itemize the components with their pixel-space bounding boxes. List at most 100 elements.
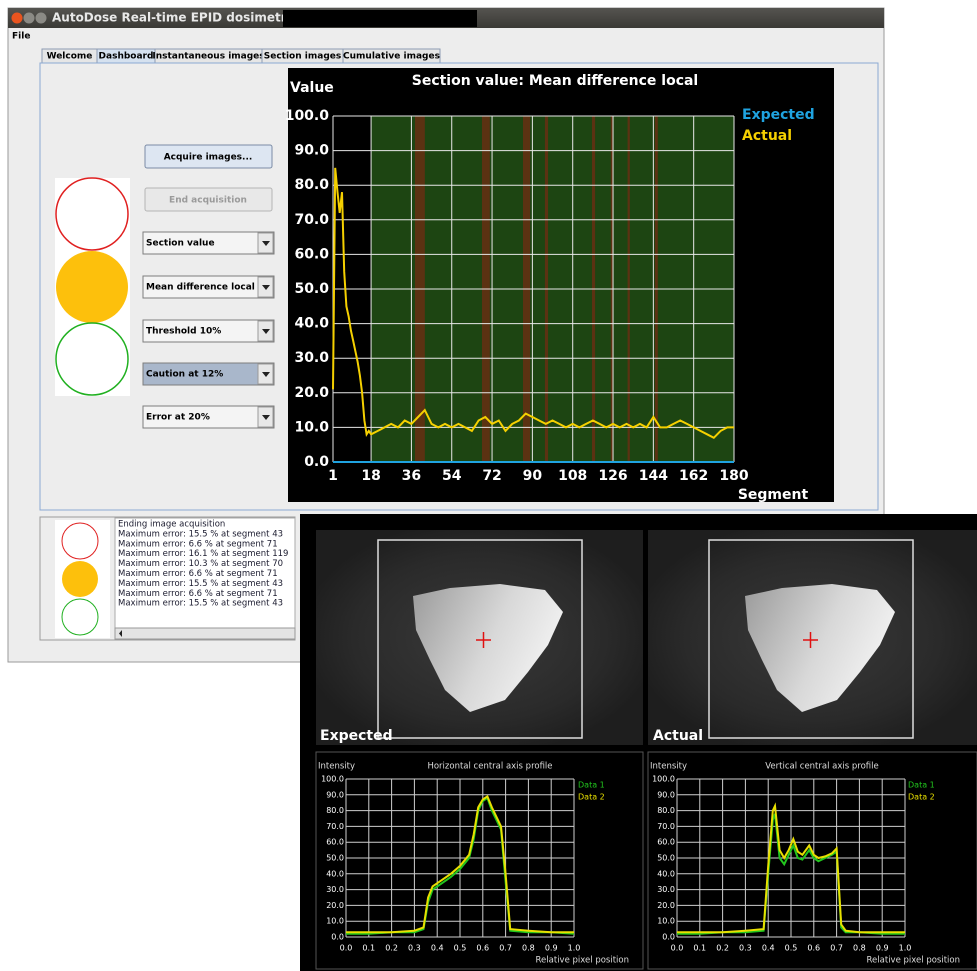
acquire-label: Acquire images... [164,153,253,163]
x-axis-label: Relative pixel position [536,956,629,966]
y-tick-label: 50.0 [657,854,675,863]
x-tick-label: 0.0 [671,944,684,953]
x-tick-label: 0.1 [362,944,375,953]
log-line: Maximum error: 6.6 % at segment 71 [118,539,278,549]
minimize-button[interactable] [24,13,35,24]
y-tick-label: 100.0 [321,775,344,784]
expected-label: Expected [320,728,393,744]
log-line: Maximum error: 10.3 % at segment 70 [118,559,283,569]
x-tick-label: 108 [558,468,587,484]
legend-entry: Expected [742,107,815,123]
x-tick-label: 0.9 [545,944,558,953]
y-axis-label: Intensity [318,762,355,772]
x-tick-label: 0.8 [853,944,866,953]
tab-label: Cumulative images [343,52,440,62]
combo-label: Section value [146,239,215,249]
amber-light [62,561,98,597]
x-tick-label: 0.5 [454,944,467,953]
x-tick-label: 0.4 [762,944,775,953]
y-tick-label: 30.0 [294,350,329,366]
actual-label: Actual [653,728,703,744]
y-axis-label: Value [290,80,334,96]
legend-entry: Data 2 [578,793,605,802]
x-tick-label: 1 [328,468,338,484]
x-tick-label: 0.9 [876,944,889,953]
combo-label: Mean difference local [146,283,255,293]
x-tick-label: 0.2 [385,944,398,953]
log-line: Maximum error: 15.5 % at segment 43 [118,599,283,609]
y-tick-label: 60.0 [657,838,675,847]
y-tick-label: 70.0 [294,212,329,228]
y-tick-label: 20.0 [657,901,675,910]
green-light [62,599,98,635]
scrollbar[interactable] [115,628,295,639]
x-axis-label: Segment [738,487,809,503]
combo-label: Threshold 10% [146,327,221,337]
x-tick-label: 72 [482,468,501,484]
combo-label: Error at 20% [146,413,210,423]
redaction [283,10,477,27]
y-tick-label: 70.0 [326,822,344,831]
y-tick-label: 30.0 [326,885,344,894]
y-tick-label: 10.0 [657,917,675,926]
y-tick-label: 50.0 [326,854,344,863]
amber-light [56,251,128,323]
x-tick-label: 0.6 [476,944,489,953]
chart-title: Vertical central axis profile [765,762,879,772]
y-tick-label: 80.0 [294,177,329,193]
y-tick-label: 90.0 [326,790,344,799]
end-label: End acquisition [169,196,247,206]
y-tick-label: 80.0 [657,806,675,815]
y-tick-label: 30.0 [657,885,675,894]
y-tick-label: 60.0 [326,838,344,847]
combo-label: Caution at 12% [146,370,223,380]
log-line: Ending image acquisition [118,520,225,530]
log-line: Maximum error: 6.6 % at segment 71 [118,589,278,599]
x-tick-label: 162 [679,468,708,484]
x-tick-label: 180 [719,468,748,484]
y-axis-label: Intensity [650,762,687,772]
close-button[interactable] [12,13,23,24]
y-tick-label: 10.0 [326,917,344,926]
x-tick-label: 54 [442,468,462,484]
x-tick-label: 90 [523,468,543,484]
red-light [62,523,98,559]
legend-entry: Data 1 [578,781,605,790]
tab-label: Section images [264,52,341,62]
page: {"window":{"title":"AutoDose Real-time E… [0,0,977,971]
legend-entry: Data 1 [908,781,935,790]
menu-file[interactable]: File [12,32,30,42]
x-tick-label: 0.0 [340,944,353,953]
tab-label: Welcome [47,52,93,62]
legend-entry: Actual [742,128,792,144]
log-line: Maximum error: 16.1 % at segment 119 [118,549,288,559]
y-tick-label: 70.0 [657,822,675,831]
y-tick-label: 40.0 [326,869,344,878]
chart-title: Horizontal central axis profile [427,762,552,772]
y-tick-label: 80.0 [326,806,344,815]
screen: AutoDose Real-time EPID dosimetry v1.1 F… [0,0,977,971]
x-axis-label: Relative pixel position [867,956,960,966]
y-tick-label: 0.0 [304,454,329,470]
x-tick-label: 0.7 [499,944,512,953]
y-tick-label: 40.0 [657,869,675,878]
x-tick-label: 0.3 [739,944,752,953]
maximize-button[interactable] [36,13,47,24]
y-tick-label: 50.0 [294,281,329,297]
y-tick-label: 10.0 [294,419,329,435]
tab-label: Instantaneous images [152,52,264,62]
y-tick-label: 60.0 [294,246,329,262]
x-tick-label: 36 [402,468,421,484]
x-tick-label: 0.7 [830,944,843,953]
y-tick-label: 40.0 [294,316,329,332]
red-light [56,178,128,250]
x-tick-label: 144 [639,468,668,484]
chart-title: Section value: Mean difference local [412,73,699,89]
x-tick-label: 0.8 [522,944,535,953]
tab-label: Dashboard [99,52,154,62]
x-tick-label: 0.6 [807,944,820,953]
log-line: Maximum error: 6.6 % at segment 71 [118,569,278,579]
x-tick-label: 126 [598,468,627,484]
y-tick-label: 100.0 [652,775,675,784]
y-tick-label: 20.0 [326,901,344,910]
